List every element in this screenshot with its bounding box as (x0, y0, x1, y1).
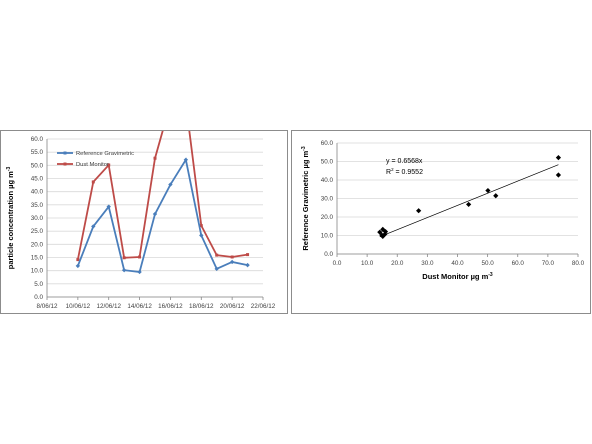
y-tick-label: 40.0 (31, 189, 44, 196)
y-tick-label: 10.0 (321, 233, 334, 240)
x-axis-title-sup: -3 (488, 272, 493, 278)
data-point (121, 267, 127, 273)
y-tick-label: 10.0 (31, 268, 44, 275)
x-tick-label: 40.0 (451, 260, 464, 267)
x-tick-label: 80.0 (572, 260, 585, 267)
data-point (555, 155, 562, 161)
y-tick-label: 20.0 (31, 241, 44, 248)
x-tick-label: 20/06/12 (220, 303, 245, 310)
series-line (76, 131, 248, 260)
legend-label: Dust Monitor (76, 162, 109, 168)
data-point (138, 255, 142, 259)
legend-label: Reference Gravimetric (76, 151, 134, 157)
y-tick-label: 15.0 (31, 255, 44, 262)
y-tick-label: 55.0 (31, 149, 44, 156)
x-tick-label: 22/06/12 (251, 303, 276, 310)
y-axis-title-sup: -3 (301, 146, 307, 151)
data-point (91, 180, 95, 184)
x-tick-label: 16/06/12 (158, 303, 183, 310)
x-tick-label: 30.0 (421, 260, 434, 267)
r-squared-sup: 2 (391, 167, 394, 172)
y-tick-label: 30.0 (31, 215, 44, 222)
data-point (230, 255, 234, 259)
data-point (152, 211, 158, 217)
data-point (416, 208, 422, 214)
y-tick-label: 30.0 (321, 196, 334, 203)
data-point (245, 262, 250, 268)
data-point (199, 233, 204, 238)
data-point (555, 172, 562, 178)
series-group (75, 131, 250, 275)
x-axis-title: Dust Monitor µg m-3 (422, 272, 493, 281)
line-chart: 0.0 5.0 10.0 15.0 20.0 25.0 30.0 35.0 40.0 45.0 50… (6, 131, 276, 310)
y-tick-label: 50.0 (321, 159, 334, 166)
data-point (199, 224, 203, 228)
y-tick-label: 60.0 (31, 136, 44, 143)
data-point (137, 269, 142, 275)
y-axis-title: Reference Gravimetric µg m-3 (301, 146, 310, 250)
y-tick-label: 25.0 (31, 228, 44, 235)
scatter-chart: 0.0 10.0 20.0 30.0 40.0 50.0 60.0 0.0 10.0 20.0 30… (301, 140, 585, 281)
r-squared-label: R2 = 0.9552 (386, 167, 423, 176)
y-tick-label: 0.0 (34, 294, 43, 301)
data-point (107, 163, 111, 167)
legend-marker (63, 151, 67, 155)
y-tick-label: 45.0 (31, 176, 44, 183)
data-point (215, 253, 219, 257)
y-tick-label: 50.0 (31, 162, 44, 169)
legend-marker (63, 162, 67, 166)
data-point (122, 256, 126, 260)
y-axis-title: particle concentration µg m-3 (6, 167, 15, 270)
y-axis-title-sup: -3 (6, 167, 12, 172)
x-tick-label: 50.0 (481, 260, 494, 267)
y-tick-label: 0.0 (324, 251, 333, 258)
data-point (246, 253, 250, 257)
x-tick-label: 10/06/12 (66, 303, 91, 310)
scatter-chart-panel: 0.0 10.0 20.0 30.0 40.0 50.0 60.0 0.0 10.0 20.0 30… (291, 130, 591, 314)
y-tick-label: 5.0 (34, 281, 43, 288)
x-tick-label: 18/06/12 (189, 303, 214, 310)
x-tick-label: 60.0 (512, 260, 525, 267)
y-tick-label: 60.0 (321, 140, 334, 147)
x-tick-label: 12/06/12 (96, 303, 121, 310)
x-tick-label: 20.0 (391, 260, 404, 267)
data-point (466, 201, 472, 208)
series-line (77, 157, 248, 273)
data-point (493, 193, 499, 199)
data-point (183, 157, 189, 163)
data-point (168, 182, 173, 187)
y-tick-label: 35.0 (31, 202, 44, 209)
x-tick-label: 0.0 (333, 260, 342, 267)
trendline (379, 164, 559, 238)
x-tick-label: 14/06/12 (127, 303, 152, 310)
trendline-equation: y = 0.6568x (386, 158, 423, 165)
y-tick-label: 40.0 (321, 177, 334, 184)
x-tick-label: 10.0 (361, 260, 374, 267)
data-point (153, 156, 157, 160)
data-point (229, 259, 235, 265)
data-point (76, 258, 80, 262)
x-tick-label: 70.0 (542, 260, 555, 267)
x-tick-label: 8/06/12 (36, 303, 58, 310)
y-tick-label: 20.0 (321, 214, 334, 221)
line-chart-panel: 0.0 5.0 10.0 15.0 20.0 25.0 30.0 35.0 40.0 45.0 50… (0, 130, 288, 314)
r-squared-value: = 0.9552 (394, 169, 423, 176)
